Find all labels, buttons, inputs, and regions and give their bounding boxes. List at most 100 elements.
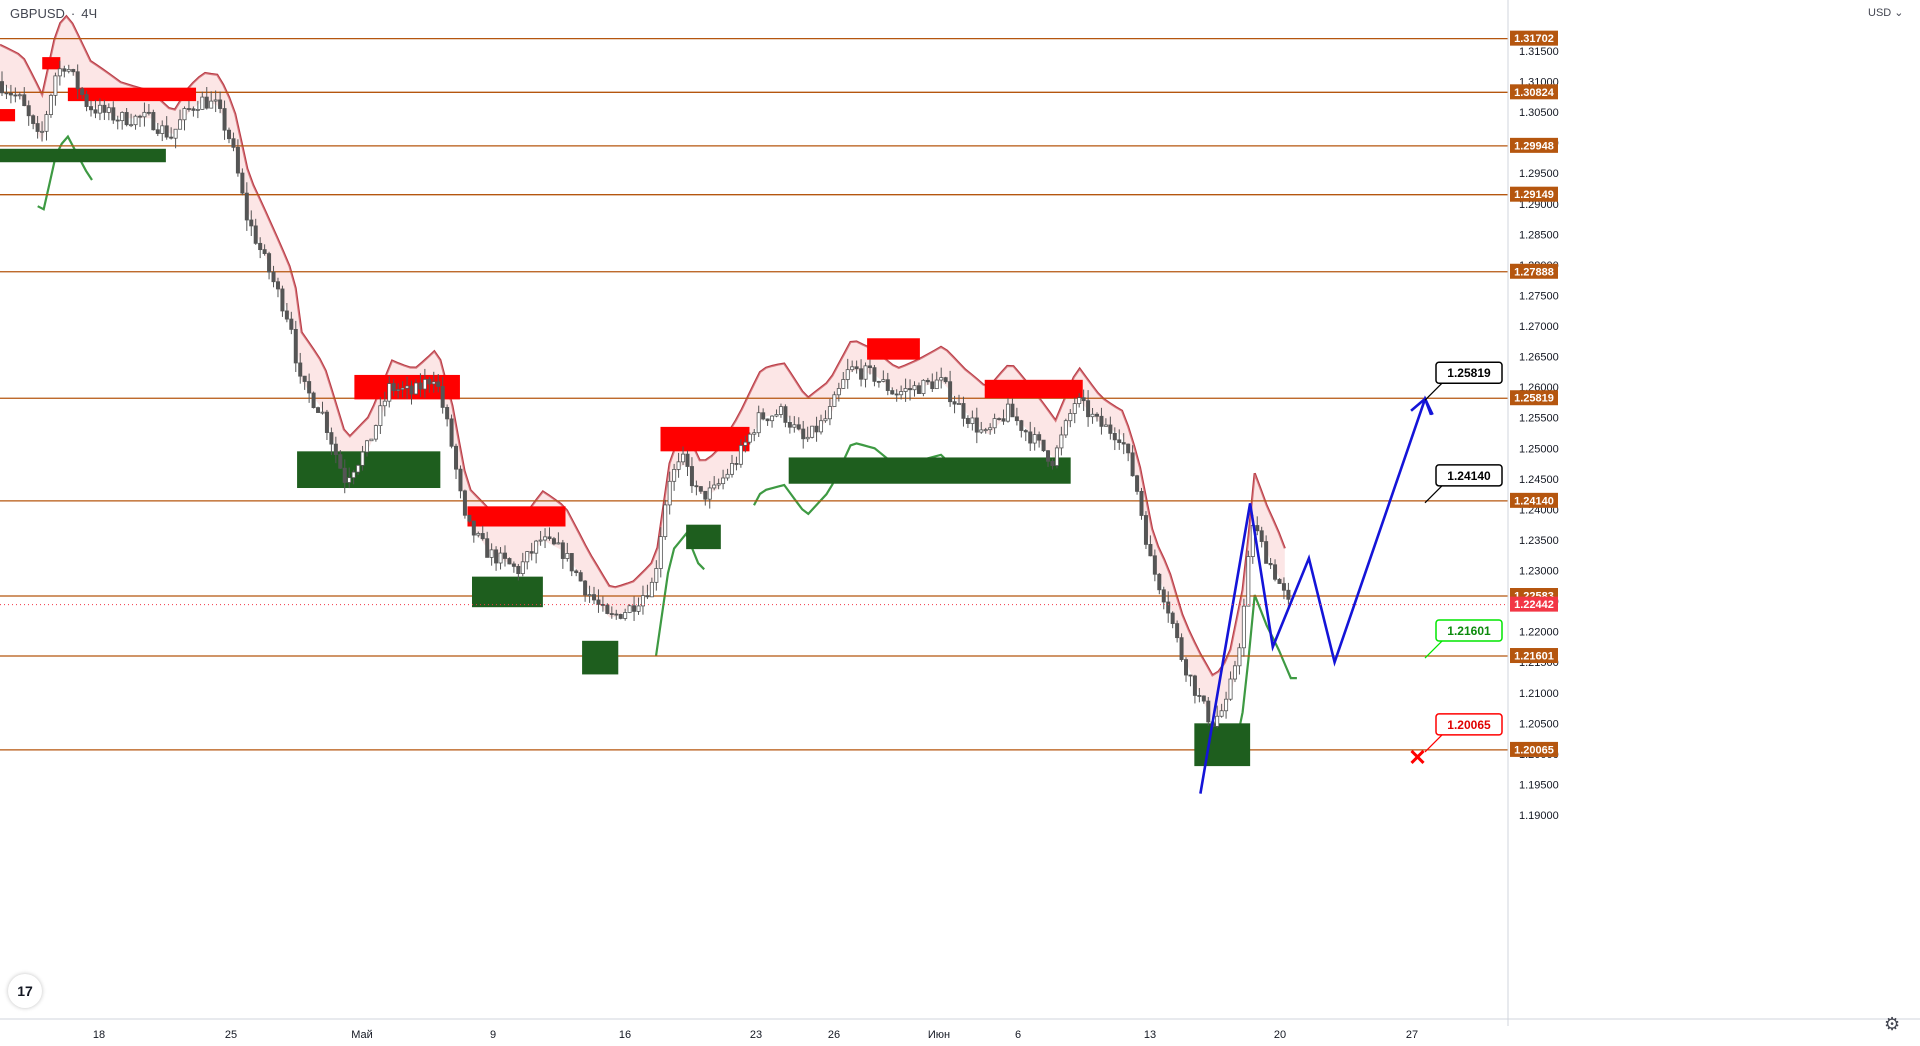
candle-body	[196, 109, 199, 110]
candle-body	[116, 120, 119, 121]
candle-body	[40, 131, 43, 132]
candle-body	[1064, 421, 1067, 435]
callout-label: 1.24140	[1447, 469, 1491, 483]
candle-body	[900, 391, 903, 394]
candle-body	[1073, 404, 1076, 414]
candle-body	[940, 378, 943, 380]
candle-body	[828, 407, 831, 419]
candle-body	[1198, 695, 1201, 696]
candle-body	[606, 605, 609, 613]
candle-body	[58, 69, 61, 76]
candle-body	[646, 596, 649, 597]
candle-body	[299, 363, 302, 376]
x-tick-label: Май	[351, 1029, 373, 1041]
candle-body	[334, 444, 337, 454]
x-tick-label: 16	[619, 1029, 631, 1041]
candle-body	[931, 382, 934, 389]
candle-body	[975, 418, 978, 432]
candle-body	[178, 120, 181, 129]
level-tag-label: 1.29149	[1514, 189, 1554, 201]
candle-body	[361, 452, 364, 465]
candle-body	[944, 378, 947, 382]
candle-body	[1224, 699, 1227, 711]
candle-body	[348, 478, 351, 483]
candle-body	[517, 566, 520, 573]
candle-body	[1242, 606, 1245, 648]
candle-body	[1122, 443, 1125, 444]
candle-body	[1135, 476, 1138, 492]
candle-body	[1118, 440, 1121, 443]
candle-body	[370, 439, 373, 441]
candle-body	[588, 595, 591, 596]
candle-body	[886, 380, 889, 391]
candle-body	[437, 382, 440, 387]
candle-body	[210, 101, 213, 108]
candle-body	[401, 388, 404, 389]
callout-label: 1.20065	[1447, 718, 1491, 732]
candle-body	[566, 553, 569, 558]
candle-body	[695, 486, 698, 487]
candle-body	[494, 550, 497, 563]
candle-body	[410, 386, 413, 394]
candle-body	[1260, 531, 1263, 542]
candle-body	[383, 401, 386, 406]
candle-body	[1011, 404, 1014, 417]
candle-body	[539, 540, 542, 541]
y-tick-label: 1.25500	[1519, 413, 1559, 425]
candle-body	[735, 463, 738, 464]
support-zone	[0, 149, 166, 162]
candle-body	[891, 391, 894, 394]
candle-body	[561, 543, 564, 559]
candle-body	[819, 421, 822, 432]
candle-body	[966, 418, 969, 423]
candle-body	[721, 478, 724, 484]
candle-body	[784, 407, 787, 423]
candle-body	[744, 442, 747, 445]
candle-body	[1038, 435, 1041, 441]
candle-body	[1180, 638, 1183, 660]
candle-body	[316, 408, 319, 413]
x-tick-label: 26	[828, 1029, 840, 1041]
candle-body	[1233, 666, 1236, 679]
candle-body	[285, 311, 288, 319]
y-tick-label: 1.21000	[1519, 688, 1559, 700]
y-tick-label: 1.25000	[1519, 443, 1559, 455]
resistance-zone	[467, 506, 565, 526]
candle-body	[1131, 453, 1134, 476]
y-tick-label: 1.20500	[1519, 718, 1559, 730]
candle-body	[748, 434, 751, 442]
y-tick-label: 1.29500	[1519, 168, 1559, 180]
candle-body	[325, 412, 328, 432]
x-tick-label: 6	[1015, 1029, 1021, 1041]
candle-body	[1015, 417, 1018, 421]
candle-body	[81, 89, 84, 95]
candle-body	[281, 289, 284, 311]
candle-body	[1202, 696, 1205, 701]
x-tick-label: 13	[1144, 1029, 1156, 1041]
candle-body	[236, 147, 239, 173]
candle-body	[459, 469, 462, 491]
candle-body	[23, 95, 26, 106]
candle-body	[143, 112, 146, 116]
candle-body	[463, 491, 466, 515]
candle-body	[984, 430, 987, 431]
tradingview-logo-icon[interactable]: 17	[8, 974, 42, 1008]
candle-body	[147, 112, 150, 113]
candle-body	[1247, 557, 1250, 607]
candle-body	[241, 173, 244, 193]
candle-body	[125, 112, 128, 124]
resistance-zone	[42, 57, 60, 69]
candle-body	[223, 109, 226, 131]
level-tag-label: 1.21601	[1514, 651, 1554, 663]
candle-body	[49, 95, 52, 114]
candle-body	[775, 414, 778, 416]
candle-body	[232, 139, 235, 148]
candle-body	[1046, 451, 1049, 462]
candle-body	[1229, 679, 1232, 699]
candle-body	[957, 403, 960, 404]
y-tick-label: 1.19500	[1519, 779, 1559, 791]
candle-body	[615, 614, 618, 615]
gear-icon[interactable]: ⚙	[1884, 1014, 1900, 1035]
candle-body	[543, 537, 546, 540]
